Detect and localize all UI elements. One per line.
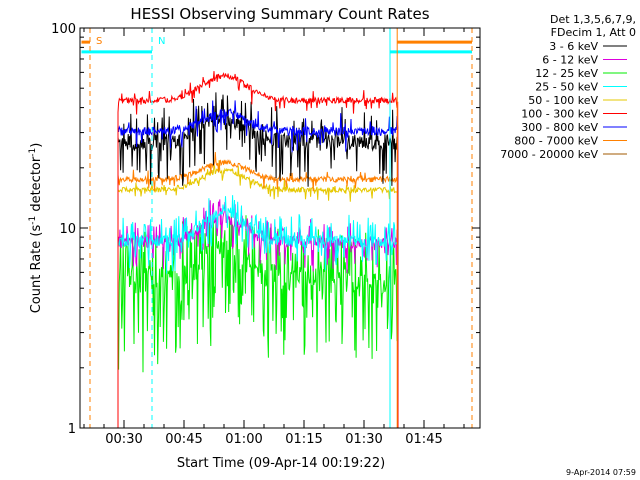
x-tick-label-4: 01:30 bbox=[345, 432, 382, 447]
chart-title: HESSI Observing Summary Count Rates bbox=[130, 5, 429, 23]
legend-header-line-1: Det 1,3,5,6,7,9, bbox=[550, 13, 636, 26]
series-line-2 bbox=[117, 209, 399, 428]
x-axis-label: Start Time (09-Apr-14 00:19:22) bbox=[177, 456, 385, 471]
y-tick-label-2: 100 bbox=[51, 22, 76, 37]
flag-annotation-N: N bbox=[158, 36, 165, 47]
x-tick-label-0: 00:30 bbox=[105, 432, 142, 447]
x-tick-label-5: 01:45 bbox=[405, 432, 442, 447]
legend-label-7: 800 - 7000 keV bbox=[514, 135, 598, 148]
legend-label-5: 100 - 300 keV bbox=[521, 108, 598, 121]
legend-header-line-2: FDecim 1, Att 0 bbox=[551, 26, 636, 39]
series-line-1 bbox=[117, 199, 399, 428]
legend: Det 1,3,5,6,7,9, FDecim 1, Att 0 3 - 6 k… bbox=[500, 13, 636, 161]
legend-label-3: 25 - 50 keV bbox=[535, 81, 598, 94]
x-tick-label-3: 01:15 bbox=[285, 432, 322, 447]
series-line-0 bbox=[117, 92, 399, 428]
legend-label-8: 7000 - 20000 keV bbox=[500, 148, 598, 161]
legend-label-4: 50 - 100 keV bbox=[528, 94, 598, 107]
y-tick-label-1: 10 bbox=[59, 222, 76, 237]
legend-label-2: 12 - 25 keV bbox=[535, 67, 598, 80]
footer-timestamp: 9-Apr-2014 07:59 bbox=[566, 468, 636, 477]
series-line-3 bbox=[117, 195, 399, 428]
series-line-4 bbox=[117, 160, 399, 428]
data-layer bbox=[117, 71, 399, 428]
x-tick-label-1: 00:45 bbox=[165, 432, 202, 447]
series-line-6 bbox=[117, 100, 399, 428]
axes-layer: 00:30 00:45 01:00 01:15 01:30 01:45 1 10 100 bbox=[51, 22, 480, 447]
series-line-5 bbox=[117, 71, 399, 428]
legend-label-0: 3 - 6 keV bbox=[549, 40, 598, 53]
y-tick-label-0: 1 bbox=[68, 422, 76, 437]
legend-label-1: 6 - 12 keV bbox=[542, 54, 598, 67]
series-line-7 bbox=[117, 151, 399, 428]
legend-label-6: 300 - 800 keV bbox=[521, 121, 598, 134]
y-axis-label: Count Rate (s-1 detector-1) bbox=[28, 143, 44, 314]
x-tick-label-2: 01:00 bbox=[225, 432, 262, 447]
flag-annotation-S: S bbox=[96, 36, 102, 47]
